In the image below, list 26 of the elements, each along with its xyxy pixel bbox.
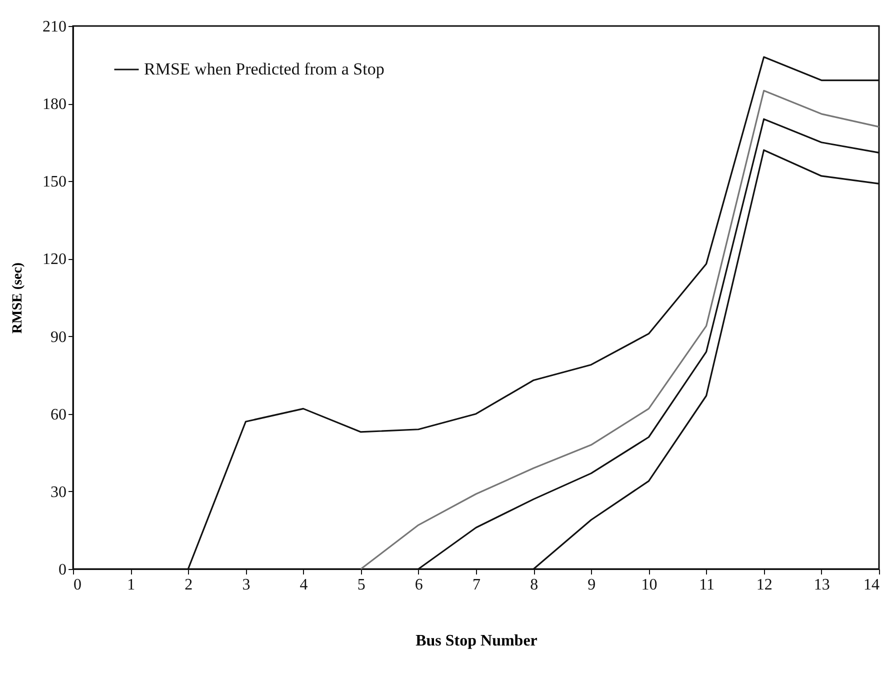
y-tick-label: 120 [42, 251, 66, 268]
x-tick-label: 6 [414, 576, 423, 594]
x-tick-label: 9 [588, 576, 596, 594]
x-tick-label: 4 [300, 576, 308, 594]
x-tick-label: 10 [641, 576, 658, 594]
x-tick-label: 7 [472, 576, 480, 594]
x-tick-label: 3 [242, 576, 250, 594]
x-axis-title: Bus Stop Number [416, 632, 538, 650]
y-tick-label: 180 [42, 96, 66, 114]
x-tick-label: 12 [756, 576, 772, 594]
x-tick-label: 8 [530, 576, 538, 594]
y-tick-label: 210 [42, 18, 66, 36]
x-tick-label: 0 [74, 576, 82, 594]
x-tick-label: 13 [814, 576, 830, 594]
y-tick-label: 90 [50, 328, 66, 346]
y-tick-label: 60 [50, 406, 66, 424]
y-axis-title: RMSE (sec) [10, 262, 26, 334]
x-tick-label: 2 [184, 576, 193, 594]
x-tick-label: 5 [357, 576, 366, 594]
x-tick-label: 1 [127, 576, 136, 594]
legend-label: RMSE when Predicted from a Stop [144, 60, 384, 78]
y-tick-label: 0 [58, 562, 66, 578]
x-tick-label: 11 [699, 576, 714, 594]
y-tick-label: 30 [50, 484, 66, 501]
x-tick-label: 14 [864, 576, 880, 594]
y-tick-label: 150 [42, 174, 66, 191]
